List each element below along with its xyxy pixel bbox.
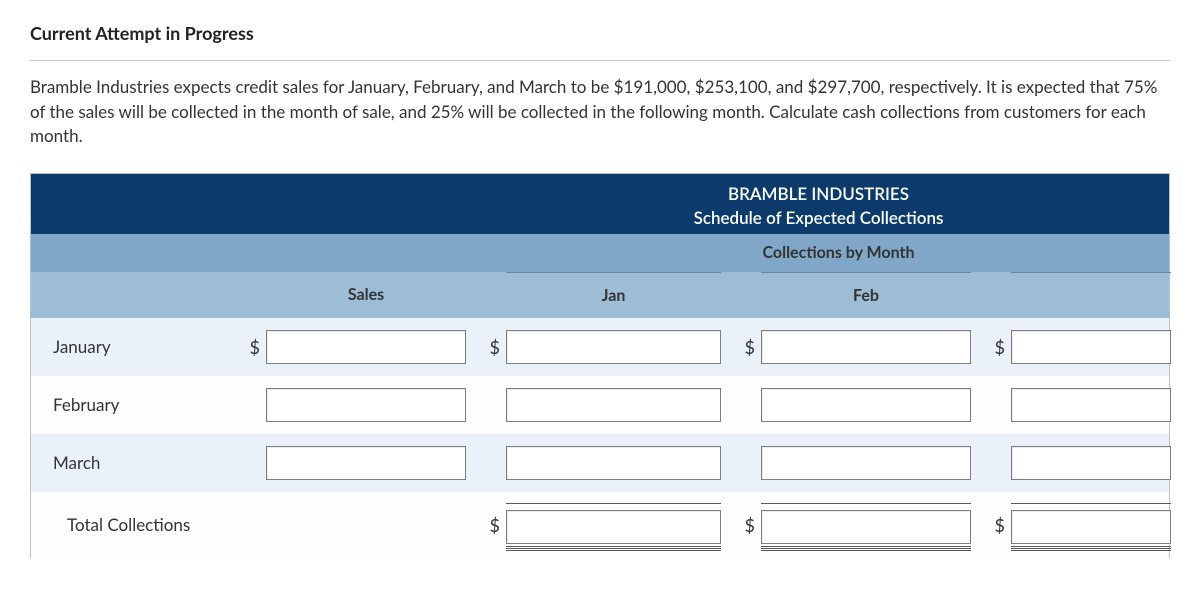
dollar-sign: $ — [490, 336, 500, 358]
company-name: BRAMBLE INDUSTRIES — [728, 182, 909, 206]
table-row: January $ $ $ $ — [31, 318, 1169, 376]
col-header-jan: Jan — [602, 286, 626, 305]
input-march-mar[interactable] — [1011, 446, 1171, 480]
column-headers: Sales Jan Feb — [31, 272, 1169, 318]
input-february-jan[interactable] — [506, 388, 721, 422]
subtotal-rule — [1011, 503, 1171, 506]
input-total-jan[interactable] — [506, 510, 721, 544]
collections-by-month-label: Collections by Month — [763, 243, 915, 262]
input-march-jan[interactable] — [506, 446, 721, 480]
double-underline — [1011, 546, 1171, 551]
table-row: February — [31, 376, 1169, 434]
collections-band: Collections by Month — [31, 234, 1169, 272]
dollar-sign: $ — [745, 336, 755, 358]
section-heading: Current Attempt in Progress — [30, 22, 1170, 44]
input-march-sales[interactable] — [266, 446, 466, 480]
collections-table: BRAMBLE INDUSTRIES Schedule of Expected … — [30, 173, 1170, 558]
row-label-february: February — [53, 394, 119, 415]
dollar-sign: $ — [490, 514, 500, 536]
col-header-sales: Sales — [348, 285, 384, 304]
input-january-mar[interactable] — [1011, 330, 1171, 364]
input-january-jan[interactable] — [506, 330, 721, 364]
col-header-feb: Feb — [853, 286, 879, 305]
input-january-sales[interactable] — [266, 330, 466, 364]
input-march-feb[interactable] — [761, 446, 971, 480]
dollar-sign: $ — [995, 336, 1005, 358]
divider — [30, 60, 1170, 61]
input-total-mar[interactable] — [1011, 510, 1171, 544]
row-label-january: January — [53, 336, 111, 357]
row-label-total: Total Collections — [67, 514, 190, 535]
double-underline — [761, 546, 971, 551]
row-label-march: March — [53, 452, 100, 473]
input-total-feb[interactable] — [761, 510, 971, 544]
dollar-sign: $ — [995, 514, 1005, 536]
question-prompt: Bramble Industries expects credit sales … — [30, 75, 1170, 149]
subtotal-rule — [761, 503, 971, 506]
dollar-sign: $ — [250, 336, 260, 358]
input-february-mar[interactable] — [1011, 388, 1171, 422]
table-row: March — [31, 434, 1169, 492]
input-january-feb[interactable] — [761, 330, 971, 364]
table-title-band: BRAMBLE INDUSTRIES Schedule of Expected … — [31, 174, 1169, 234]
dollar-sign: $ — [745, 514, 755, 536]
schedule-subtitle: Schedule of Expected Collections — [694, 206, 944, 230]
input-february-feb[interactable] — [761, 388, 971, 422]
double-underline — [506, 546, 721, 551]
subtotal-rule — [506, 503, 721, 506]
table-row-total: Total Collections $ $ $ — [31, 492, 1169, 558]
input-february-sales[interactable] — [266, 388, 466, 422]
